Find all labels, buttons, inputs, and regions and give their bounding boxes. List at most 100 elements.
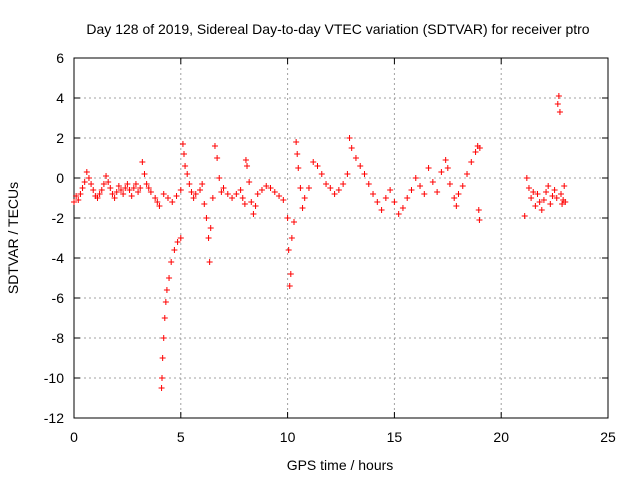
x-tick-label: 0 [70,429,78,445]
data-point [179,141,186,147]
data-point [152,195,159,201]
x-tick-label: 5 [177,429,185,445]
data-point [252,203,259,209]
data-point [122,185,129,191]
data-point [561,183,568,189]
data-point [335,187,342,193]
data-point [538,207,545,213]
data-point [547,201,554,207]
data-point [434,189,441,195]
data-point [158,385,165,391]
data-point [159,375,166,381]
data-point [109,191,116,197]
data-point [523,175,530,181]
data-point [378,207,385,213]
data-point [276,193,283,199]
data-point [188,189,195,195]
data-point [120,191,127,197]
data-point [103,173,110,179]
y-tick-label: -6 [52,290,65,306]
data-point [250,211,257,217]
data-point [540,197,547,203]
data-point [105,179,112,185]
data-point [408,187,415,193]
data-point [284,215,291,221]
y-tick-label: 4 [56,90,64,106]
data-point [96,191,103,197]
data-point [271,189,278,195]
data-point [164,195,171,201]
data-point [163,287,170,293]
data-point [297,185,304,191]
data-point [318,171,325,177]
data-point [182,163,189,169]
data-point [438,169,445,175]
y-tick-label: -10 [44,370,64,386]
data-point [90,187,97,193]
data-point [197,187,204,193]
data-point [171,247,178,253]
data-point [444,165,451,171]
data-point [162,299,169,305]
data-point [98,187,105,193]
data-point [177,187,184,193]
data-point [344,171,351,177]
data-point [476,145,483,151]
y-axis-label: SDTVAR / TECUs [5,182,21,294]
data-point [468,159,475,165]
data-point [135,189,142,195]
data-point [429,179,436,185]
data-point [562,199,569,205]
data-point [305,185,312,191]
data-point [203,215,210,221]
data-point [77,191,84,197]
data-point [399,205,406,211]
data-point [472,149,479,155]
data-point [209,195,216,201]
data-point [387,187,394,193]
data-point [143,181,150,187]
data-point [186,181,193,187]
data-point [357,163,364,169]
data-point [475,207,482,213]
data-point [145,185,152,191]
data-point [374,199,381,205]
data-point [425,165,432,171]
data-point [173,193,180,199]
data-point [205,235,212,241]
data-points [71,93,569,391]
data-point [248,199,255,205]
data-point [412,175,419,181]
data-point [534,191,541,197]
data-point [280,197,287,203]
data-point [525,185,532,191]
y-tick-label: -12 [44,410,64,426]
data-point [115,183,122,189]
y-tick-label: 2 [56,130,64,146]
data-point [459,183,466,189]
data-point [446,181,453,187]
data-point [361,171,368,177]
grid [74,58,608,418]
x-axis-label: GPS time / hours [287,457,394,473]
data-point [85,175,92,181]
data-point [216,175,223,181]
data-point [553,195,560,201]
data-point [241,201,248,207]
data-point [370,191,377,197]
data-point [532,203,539,209]
data-point [199,181,206,187]
data-point [141,171,148,177]
data-point [263,183,270,189]
data-point [382,195,389,201]
data-point [310,159,317,165]
data-point [395,211,402,217]
data-point [206,259,213,265]
data-point [128,193,135,199]
data-point [126,187,133,193]
data-point [258,187,265,193]
data-point [139,159,146,165]
data-point [239,195,246,201]
data-point [224,191,231,197]
